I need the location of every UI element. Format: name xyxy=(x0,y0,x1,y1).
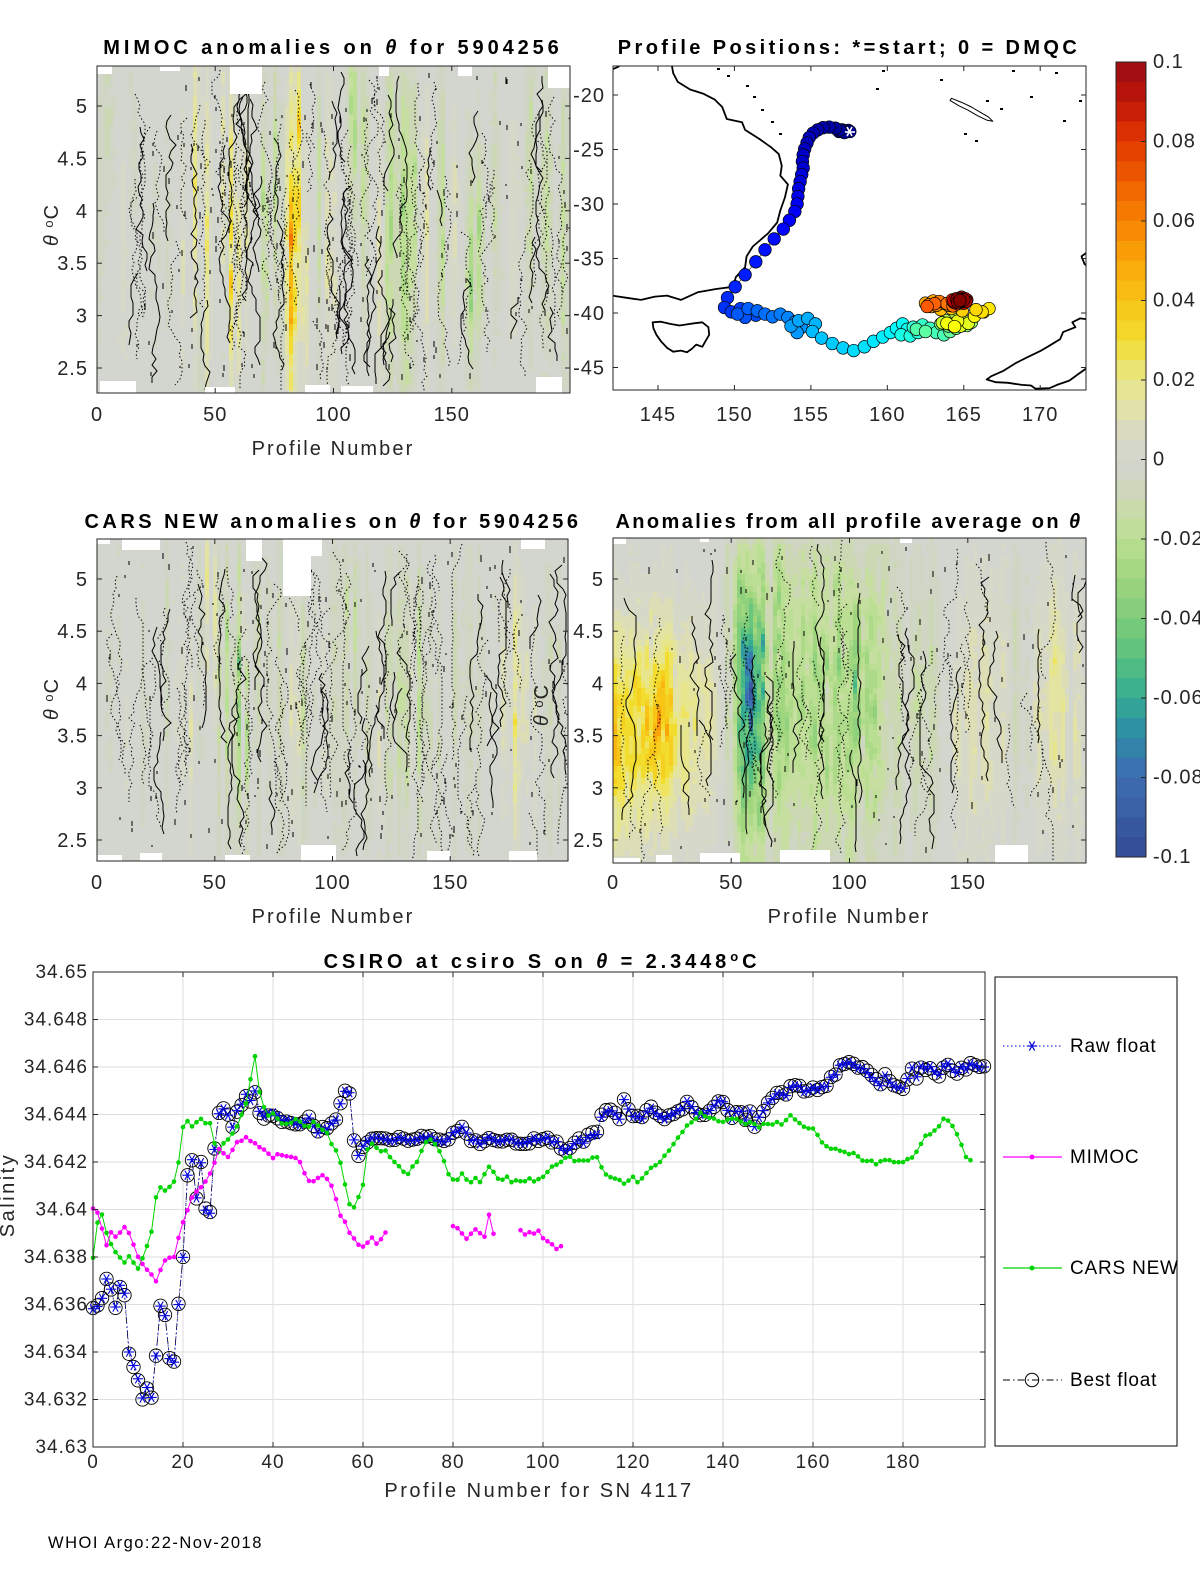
svg-text:WHOI Argo:22-Nov-2018: WHOI Argo:22-Nov-2018 xyxy=(48,1534,263,1552)
svg-text:165: 165 xyxy=(946,404,982,426)
svg-text:3: 3 xyxy=(592,778,604,800)
svg-text:θ oC: θ oC xyxy=(41,678,63,720)
svg-text:100: 100 xyxy=(315,404,351,426)
svg-text:20: 20 xyxy=(171,1452,194,1473)
svg-text:50: 50 xyxy=(203,872,227,894)
svg-text:0: 0 xyxy=(87,1452,99,1473)
svg-text:3.5: 3.5 xyxy=(57,253,88,275)
svg-text:0: 0 xyxy=(91,872,103,894)
svg-text:-45: -45 xyxy=(573,357,605,379)
svg-text:-20: -20 xyxy=(573,85,605,107)
svg-text:MIMOC: MIMOC xyxy=(1070,1147,1139,1168)
svg-text:5: 5 xyxy=(76,569,88,591)
svg-text:150: 150 xyxy=(716,404,752,426)
svg-text:0.04: 0.04 xyxy=(1153,290,1196,312)
svg-text:4: 4 xyxy=(76,201,88,223)
svg-text:Profile Number for SN 4117: Profile Number for SN 4117 xyxy=(384,1480,693,1502)
svg-text:Salinity: Salinity xyxy=(0,1153,19,1237)
svg-text:3: 3 xyxy=(76,306,88,328)
svg-text:3: 3 xyxy=(76,778,88,800)
svg-text:50: 50 xyxy=(719,872,743,894)
svg-text:160: 160 xyxy=(796,1452,831,1473)
svg-text:2.5: 2.5 xyxy=(57,358,88,380)
svg-text:-35: -35 xyxy=(573,248,605,270)
svg-text:0: 0 xyxy=(607,872,619,894)
svg-text:4.5: 4.5 xyxy=(57,621,88,643)
svg-text:Raw float: Raw float xyxy=(1070,1036,1156,1057)
svg-text:-30: -30 xyxy=(573,194,605,216)
svg-text:0.02: 0.02 xyxy=(1153,369,1196,391)
svg-text:5: 5 xyxy=(76,96,88,118)
svg-text:80: 80 xyxy=(441,1452,464,1473)
svg-text:3.5: 3.5 xyxy=(57,726,88,748)
svg-text:0: 0 xyxy=(1153,449,1165,471)
svg-text:180: 180 xyxy=(886,1452,921,1473)
svg-text:4.5: 4.5 xyxy=(573,621,604,643)
svg-text:34.64: 34.64 xyxy=(35,1200,88,1221)
svg-text:34.644: 34.644 xyxy=(24,1105,88,1126)
svg-text:4: 4 xyxy=(592,673,604,695)
svg-text:-0.1: -0.1 xyxy=(1153,846,1191,868)
svg-text:Profile Positions: *=start; 0: Profile Positions: *=start; 0 = DMQC xyxy=(618,37,1080,59)
svg-text:34.642: 34.642 xyxy=(24,1152,88,1173)
svg-text:155: 155 xyxy=(793,404,829,426)
svg-text:34.63: 34.63 xyxy=(35,1437,88,1458)
svg-text:0.06: 0.06 xyxy=(1153,210,1196,232)
svg-text:3.5: 3.5 xyxy=(573,726,604,748)
svg-text:Profile Number: Profile Number xyxy=(252,438,415,460)
svg-text:0.1: 0.1 xyxy=(1153,51,1184,73)
svg-text:MIMOC anomalies on θ for 5904: MIMOC anomalies on θ for 5904256 xyxy=(103,37,562,59)
svg-text:Profile Number: Profile Number xyxy=(768,906,931,928)
svg-text:-0.04: -0.04 xyxy=(1153,608,1200,630)
svg-text:CARS NEW: CARS NEW xyxy=(1070,1258,1179,1279)
svg-text:2.5: 2.5 xyxy=(57,830,88,852)
svg-text:Profile Number: Profile Number xyxy=(252,906,415,928)
svg-text:CARS NEW anomalies on θ for 59: CARS NEW anomalies on θ for 5904256 xyxy=(84,511,581,533)
svg-text:145: 145 xyxy=(640,404,676,426)
svg-text:140: 140 xyxy=(706,1452,741,1473)
svg-text:100: 100 xyxy=(831,872,867,894)
svg-text:2.5: 2.5 xyxy=(573,830,604,852)
svg-text:34.632: 34.632 xyxy=(24,1390,88,1411)
svg-text:150: 150 xyxy=(432,872,468,894)
svg-text:34.65: 34.65 xyxy=(35,962,88,983)
svg-text:4: 4 xyxy=(76,673,88,695)
svg-text:CSIRO at csiro S on θ = 2.3448: CSIRO at csiro S on θ = 2.3448oC xyxy=(324,949,761,973)
svg-text:-0.06: -0.06 xyxy=(1153,687,1200,709)
svg-text:-25: -25 xyxy=(573,139,605,161)
svg-text:-40: -40 xyxy=(573,303,605,325)
svg-text:Best float: Best float xyxy=(1070,1370,1157,1391)
svg-text:120: 120 xyxy=(616,1452,651,1473)
svg-text:34.638: 34.638 xyxy=(24,1247,88,1268)
svg-text:34.634: 34.634 xyxy=(24,1342,88,1363)
svg-text:60: 60 xyxy=(351,1452,374,1473)
svg-text:0.08: 0.08 xyxy=(1153,131,1196,153)
svg-text:θ oC: θ oC xyxy=(531,684,553,726)
svg-text:-0.08: -0.08 xyxy=(1153,767,1200,789)
svg-text:4.5: 4.5 xyxy=(57,148,88,170)
svg-text:θ oC: θ oC xyxy=(41,204,63,246)
svg-text:Anomalies from all profile ave: Anomalies from all profile average on θ xyxy=(615,511,1082,533)
svg-text:170: 170 xyxy=(1022,404,1058,426)
svg-text:34.636: 34.636 xyxy=(24,1295,88,1316)
svg-text:5: 5 xyxy=(592,569,604,591)
svg-text:100: 100 xyxy=(526,1452,561,1473)
svg-text:160: 160 xyxy=(869,404,905,426)
svg-text:150: 150 xyxy=(950,872,986,894)
svg-text:34.648: 34.648 xyxy=(24,1010,88,1031)
svg-text:0: 0 xyxy=(91,404,103,426)
svg-text:40: 40 xyxy=(261,1452,284,1473)
svg-text:-0.02: -0.02 xyxy=(1153,528,1200,550)
svg-text:150: 150 xyxy=(434,404,470,426)
svg-text:34.646: 34.646 xyxy=(24,1057,88,1078)
svg-text:100: 100 xyxy=(314,872,350,894)
svg-text:50: 50 xyxy=(203,404,227,426)
